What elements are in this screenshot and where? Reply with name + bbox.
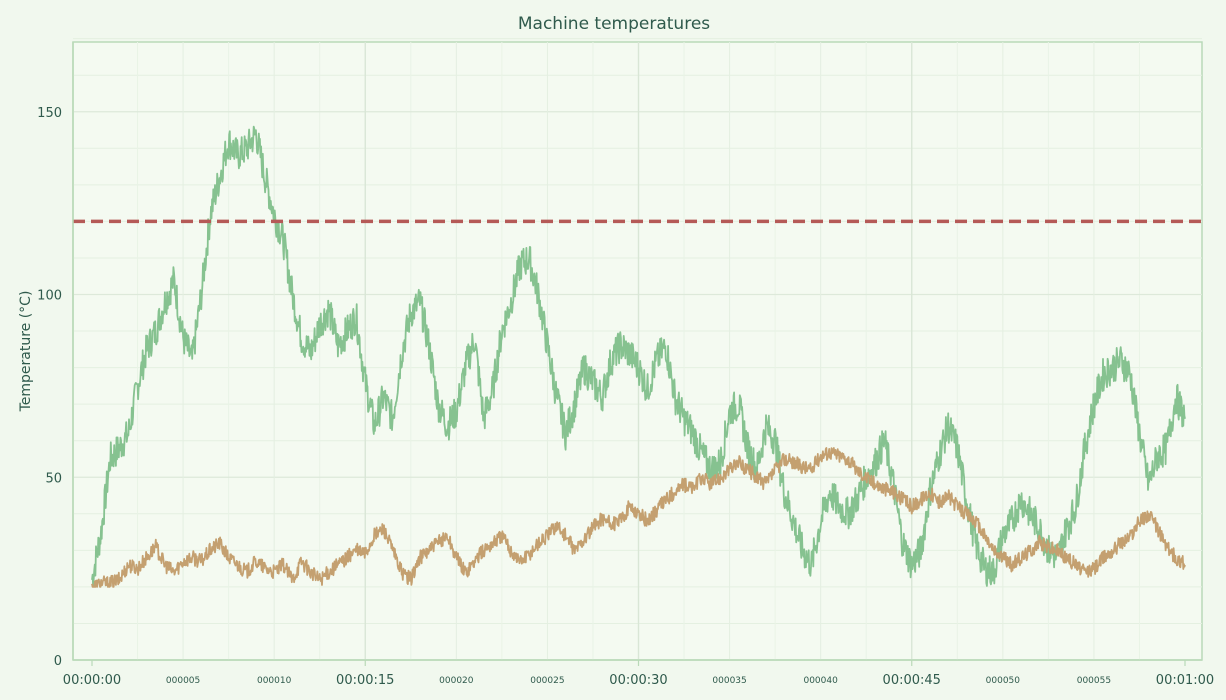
plot-area	[72, 41, 1203, 661]
x-tick-label: 00:00:00	[63, 673, 121, 688]
x-minor-tick-label: 000005	[166, 676, 200, 686]
x-minor-tick-label: 000035	[712, 676, 746, 686]
y-tick-label: 50	[45, 471, 62, 486]
chart-title: Machine temperatures	[518, 14, 710, 34]
x-minor-tick-label: 000010	[257, 676, 292, 686]
x-tick-label: 00:00:15	[336, 673, 394, 688]
x-minor-tick-label: 000055	[1077, 676, 1111, 686]
axes: 0 50 100 150 00:00:00 00:00:15 00:00:30 00:00:4…	[37, 42, 1214, 688]
x-minor-tick-label: 000020	[439, 676, 474, 686]
x-tick-label: 00:01:00	[1156, 673, 1214, 688]
x-tick-label: 00:00:30	[609, 673, 667, 688]
x-minor-tick-label: 000025	[530, 676, 564, 686]
series-line-tan	[91, 447, 1186, 588]
x-minor-tick-label: 000050	[986, 676, 1021, 686]
series-layer	[91, 125, 1186, 588]
y-tick-label: 0	[54, 654, 62, 669]
x-minor-tick-label: 000040	[803, 676, 838, 686]
series-line-green	[91, 125, 1186, 588]
y-axis-label: Temperature (°C)	[18, 291, 34, 413]
y-tick-label: 100	[37, 289, 62, 304]
x-tick-label: 00:00:45	[883, 673, 941, 688]
y-tick-label: 150	[37, 106, 62, 121]
